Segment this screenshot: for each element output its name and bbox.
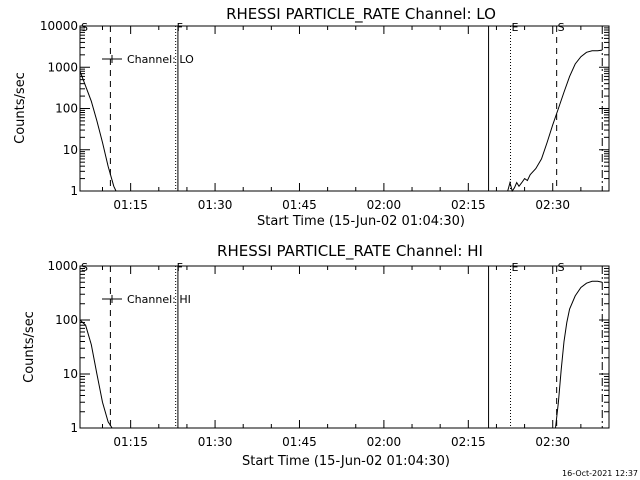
x-tick-label-hi-0: 01:15 bbox=[113, 435, 148, 449]
event-marker-label-hi-0: S bbox=[81, 261, 88, 274]
chart-title-lo: RHESSI PARTICLE_RATE Channel: LO bbox=[226, 5, 496, 24]
generation-timestamp: 16-Oct-2021 12:37 bbox=[562, 469, 638, 478]
legend-hi: Channel: HI bbox=[102, 293, 191, 306]
series-lo bbox=[79, 49, 603, 193]
y-tick-label-lo-2: 100 bbox=[55, 102, 78, 116]
series-line-hi-0-1 bbox=[555, 280, 603, 429]
legend-label-lo: Channel: LO bbox=[127, 53, 194, 66]
x-axis-label-hi: Start Time (15-Jun-02 01:04:30) bbox=[242, 454, 450, 469]
y-tick-label-lo-1: 10 bbox=[63, 143, 78, 157]
x-tick-label-lo-2: 01:45 bbox=[282, 198, 317, 212]
y-axis-label-hi: Counts/sec bbox=[22, 311, 37, 383]
series-line-lo-0-1 bbox=[507, 49, 603, 193]
x-tick-label-lo-3: 02:00 bbox=[367, 198, 402, 212]
event-marker-label-hi-5: E bbox=[512, 261, 519, 274]
series-line-hi-0-0 bbox=[79, 319, 113, 429]
y-tick-label-hi-3: 1000 bbox=[47, 259, 78, 273]
x-tick-label-hi-2: 01:45 bbox=[282, 435, 317, 449]
event-marker-label-lo-2: F bbox=[177, 21, 183, 34]
event-marker-label-hi-6: S bbox=[558, 261, 565, 274]
legend-label-hi: Channel: HI bbox=[127, 293, 191, 306]
x-axis-label-lo: Start Time (15-Jun-02 01:04:30) bbox=[257, 214, 465, 229]
plot-frame-hi bbox=[79, 265, 610, 429]
y-tick-label-lo-0: 1 bbox=[70, 184, 78, 198]
x-tick-label-lo-0: 01:15 bbox=[113, 198, 148, 212]
legend-lo: Channel: LO bbox=[102, 53, 194, 66]
x-axis-ticks-hi: 01:15 01:30 01:45 02:00 02:15 02:30 bbox=[102, 266, 582, 449]
series-hi bbox=[79, 280, 603, 429]
y-tick-label-hi-1: 10 bbox=[63, 367, 78, 381]
x-tick-label-lo-5: 02:30 bbox=[535, 198, 570, 212]
x-tick-label-hi-5: 02:30 bbox=[535, 435, 570, 449]
x-tick-label-hi-1: 01:30 bbox=[198, 435, 233, 449]
event-marker-label-hi-2: F bbox=[177, 261, 183, 274]
event-marker-label-lo-6: S bbox=[558, 21, 565, 34]
x-tick-label-hi-4: 02:15 bbox=[451, 435, 486, 449]
x-tick-label-hi-3: 02:00 bbox=[367, 435, 402, 449]
x-tick-label-lo-4: 02:15 bbox=[451, 198, 486, 212]
plot-frame-lo bbox=[79, 25, 610, 192]
chart-title-hi: RHESSI PARTICLE_RATE Channel: HI bbox=[217, 242, 483, 261]
y-tick-label-hi-0: 1 bbox=[70, 421, 78, 435]
y-tick-label-lo-3: 1000 bbox=[47, 60, 78, 74]
y-axis-label-lo: Counts/sec bbox=[13, 72, 28, 144]
x-axis-ticks-lo: 01:15 01:30 01:45 02:00 02:15 02:30 bbox=[102, 26, 582, 212]
event-marker-label-lo-5: E bbox=[512, 21, 519, 34]
y-axis-ticks-lo: 1 10 100 1000 10000 bbox=[40, 19, 609, 198]
y-tick-label-lo-4: 10000 bbox=[40, 19, 78, 33]
y-tick-label-hi-2: 100 bbox=[55, 313, 78, 327]
series-line-lo-0-0 bbox=[79, 71, 117, 192]
y-axis-ticks-hi: 1 10 100 1000 bbox=[47, 259, 609, 435]
x-tick-label-lo-1: 01:30 bbox=[198, 198, 233, 212]
